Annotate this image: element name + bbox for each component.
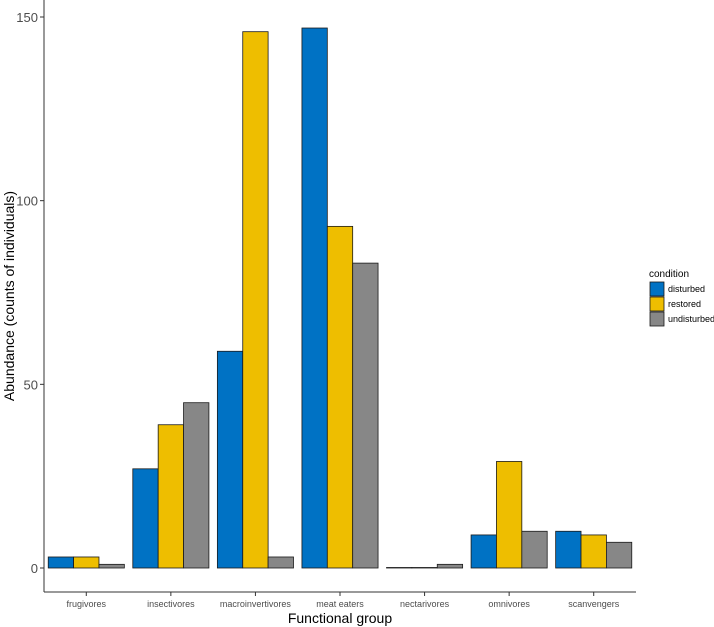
bar-restored-meat-eaters bbox=[326, 225, 354, 569]
bar-disturbed-insectivores bbox=[132, 468, 159, 569]
x-tick-label: nectarivores bbox=[400, 599, 450, 609]
legend-swatch-undisturbed bbox=[649, 311, 665, 327]
bar-disturbed-scanvengers bbox=[555, 530, 582, 569]
bar-undisturbed-macroinvertivores bbox=[267, 556, 294, 569]
legend-label-restored: restored bbox=[668, 299, 701, 309]
bar-restored-frugivores bbox=[73, 556, 100, 569]
x-axis-title: Functional group bbox=[288, 610, 393, 626]
legend-items: disturbed restored undisturbed bbox=[649, 281, 714, 327]
bar-undisturbed-insectivores bbox=[183, 402, 210, 569]
bar-undisturbed-frugivores bbox=[98, 563, 125, 569]
bar-undisturbed-scanvengers bbox=[606, 541, 633, 569]
bar-disturbed-macroinvertivores bbox=[216, 350, 244, 569]
x-tick-label: macroinvertivores bbox=[220, 599, 292, 609]
bar-undisturbed-meat-eaters bbox=[352, 262, 379, 569]
legend-label-undisturbed: undisturbed bbox=[668, 314, 714, 324]
y-tick-label: 50 bbox=[24, 377, 38, 392]
bar-disturbed-nectarivores bbox=[386, 567, 413, 569]
bar-restored-scanvengers bbox=[580, 534, 607, 569]
legend-title: condition bbox=[649, 269, 689, 280]
legend-label-disturbed: disturbed bbox=[668, 284, 705, 294]
bar-undisturbed-omnivores bbox=[521, 530, 548, 569]
bar-restored-omnivores bbox=[496, 461, 523, 569]
y-ticks: 0 50 100 150 bbox=[16, 10, 44, 576]
y-axis-title: Abundance (counts of individuals) bbox=[1, 191, 17, 401]
bar-restored-insectivores bbox=[157, 424, 184, 569]
bar-undisturbed-nectarivores bbox=[436, 563, 464, 569]
legend-swatch-restored bbox=[649, 296, 665, 312]
x-tick-label: omnivores bbox=[488, 599, 530, 609]
y-tick-label: 0 bbox=[31, 561, 38, 576]
x-tick-label: insectivores bbox=[147, 599, 195, 609]
legend: condition disturbed restored undisturbed bbox=[649, 269, 714, 327]
y-tick-label: 150 bbox=[16, 10, 38, 25]
bar-restored-nectarivores bbox=[411, 567, 438, 569]
bar-disturbed-frugivores bbox=[47, 556, 75, 569]
x-tick-label: scanvengers bbox=[568, 599, 620, 609]
y-tick-label: 100 bbox=[16, 194, 38, 209]
x-tick-label: frugivores bbox=[67, 599, 107, 609]
bars bbox=[47, 27, 633, 569]
legend-swatch-disturbed bbox=[649, 281, 665, 297]
bar-restored-macroinvertivores bbox=[242, 31, 269, 569]
bar-disturbed-meat-eaters bbox=[301, 27, 328, 569]
bar-disturbed-omnivores bbox=[470, 534, 497, 569]
x-ticks: frugivores insectivores macroinvertivores m… bbox=[67, 592, 620, 609]
x-axis: frugivores insectivores macroinvertivores m… bbox=[44, 591, 636, 609]
x-tick-label: meat eaters bbox=[316, 599, 364, 609]
y-axis: 0 50 100 150 bbox=[16, 0, 45, 592]
